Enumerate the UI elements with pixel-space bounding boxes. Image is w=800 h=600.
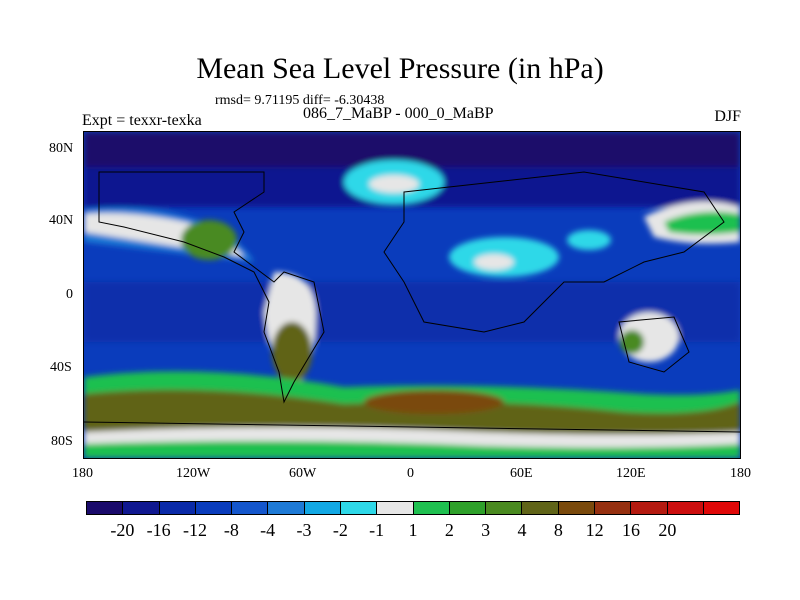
colorbar-label: -16 bbox=[146, 520, 171, 540]
stats-line: rmsd= 9.71195 diff= -6.30438 bbox=[215, 93, 385, 108]
colorbar-label: 12 bbox=[585, 520, 604, 540]
pressure-map bbox=[83, 131, 741, 459]
colorbar-swatch bbox=[449, 502, 487, 514]
colorbar-swatch bbox=[232, 502, 269, 514]
colorbar-swatch bbox=[413, 502, 450, 514]
colorbar-swatch bbox=[304, 502, 341, 514]
colorbar-label: -3 bbox=[296, 520, 312, 540]
colorbar-swatch bbox=[268, 502, 305, 514]
colorbar-swatch bbox=[123, 502, 160, 514]
colorbar-label: 2 bbox=[444, 520, 454, 540]
x-tick-120e: 120E bbox=[616, 466, 646, 481]
colorbar-label: 20 bbox=[658, 520, 677, 540]
season-label: DJF bbox=[714, 108, 741, 125]
x-tick-60e: 60E bbox=[510, 466, 533, 481]
x-tick-180w: 180 bbox=[72, 466, 93, 481]
colorbar-swatch bbox=[631, 502, 668, 514]
y-tick-40n: 40N bbox=[49, 213, 74, 228]
colorbar-swatch bbox=[486, 502, 523, 514]
colorbar-label: 16 bbox=[622, 520, 640, 540]
colorbar-swatch bbox=[195, 502, 233, 514]
colorbar-label: -4 bbox=[260, 520, 276, 540]
x-tick-60w: 60W bbox=[289, 466, 317, 481]
y-tick-80n: 80N bbox=[49, 141, 74, 156]
colorbar-swatch bbox=[377, 502, 414, 514]
colorbar-label: 8 bbox=[553, 520, 563, 540]
x-tick-180e: 180 bbox=[730, 466, 751, 481]
colorbar-swatch bbox=[667, 502, 704, 514]
colorbar-label: 1 bbox=[408, 520, 418, 540]
colorbar-swatch bbox=[558, 502, 595, 514]
colorbar bbox=[86, 501, 740, 515]
y-tick-40s: 40S bbox=[50, 360, 72, 375]
colorbar-label: -20 bbox=[110, 520, 135, 540]
colorbar-swatch bbox=[594, 502, 632, 514]
y-tick-0: 0 bbox=[66, 287, 73, 302]
colorbar-swatch bbox=[159, 502, 196, 514]
experiment-pair: 086_7_MaBP - 000_0_MaBP bbox=[303, 105, 494, 122]
colorbar-swatch bbox=[340, 502, 378, 514]
map-canvas bbox=[84, 132, 740, 458]
colorbar-swatch bbox=[703, 502, 740, 514]
y-tick-80s: 80S bbox=[51, 434, 73, 449]
colorbar-swatch bbox=[87, 502, 124, 514]
colorbar-label: -1 bbox=[369, 520, 385, 540]
x-tick-0: 0 bbox=[407, 466, 414, 481]
colorbar-label: 4 bbox=[517, 520, 527, 540]
colorbar-swatch bbox=[522, 502, 559, 514]
colorbar-label: -8 bbox=[223, 520, 239, 540]
expt-label: Expt = texxr-texka bbox=[82, 112, 202, 129]
map-title: Mean Sea Level Pressure (in hPa) bbox=[196, 52, 604, 85]
colorbar-label: -12 bbox=[183, 520, 207, 540]
colorbar-label: 3 bbox=[481, 520, 491, 540]
colorbar-label: -2 bbox=[332, 520, 348, 540]
x-tick-120w: 120W bbox=[176, 466, 211, 481]
